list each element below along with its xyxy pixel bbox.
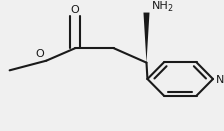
Polygon shape [143,13,149,63]
Text: NH: NH [152,1,169,11]
Text: O: O [71,5,80,15]
Text: O: O [35,49,44,59]
Text: N: N [215,75,224,85]
Text: 2: 2 [168,4,173,13]
